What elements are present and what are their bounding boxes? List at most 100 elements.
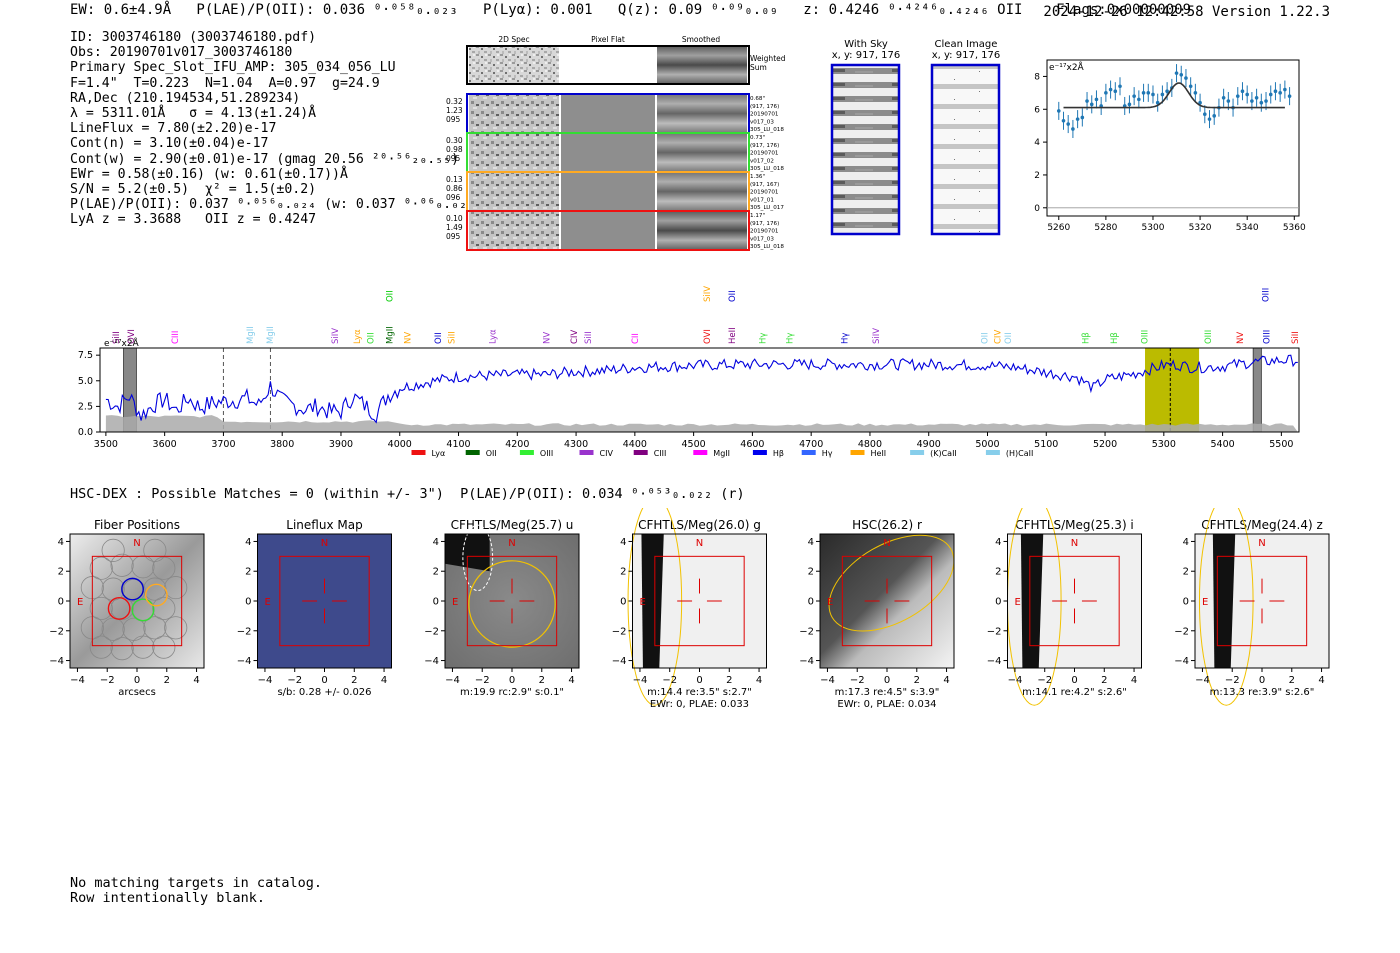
cutout-image — [257, 534, 392, 668]
spectrum-xtick-label: 4100 — [446, 439, 470, 450]
spectrum-flux-line — [105, 354, 1298, 424]
east-marker: E — [1015, 597, 1021, 608]
cutout-ytick-label: 0 — [995, 597, 1001, 608]
spectral-line-label: NV — [543, 332, 553, 344]
east-marker: E — [640, 597, 646, 608]
legend-entry: OIII — [519, 449, 553, 458]
spectral-line-label: OII — [434, 332, 444, 344]
fiber-circle — [164, 616, 188, 640]
spectral-line-label: OVI — [127, 329, 137, 344]
fit-data-point — [1151, 92, 1155, 97]
twod-row-stat: 0.86 — [446, 184, 463, 193]
legend-entry: Lyα — [411, 449, 445, 458]
fit-data-point — [1245, 92, 1249, 97]
bright-source-stripe — [1212, 534, 1236, 668]
cutout-ytick-label: 2 — [58, 567, 64, 578]
fit-ytick-label: 4 — [1034, 138, 1040, 148]
info-id: ID: 3003746180 (3003746180.pdf) — [70, 30, 317, 45]
spectral-line-label: MgII — [246, 326, 256, 344]
fit-data-point — [1089, 102, 1094, 107]
fit-data-point — [1278, 91, 1282, 95]
cutout-xtick-label: 4 — [193, 675, 199, 686]
spectral-line-label: Lyα — [489, 329, 499, 344]
twod-row-meta: 305_LU_018 — [750, 244, 784, 250]
spectrum-xtick-label: 4300 — [564, 439, 588, 450]
legend-entry: Hγ — [801, 449, 833, 458]
info-wavelength: λ = 5311.01Å σ = 4.13(±1.24)Å — [70, 106, 317, 122]
info-sn: S/N = 5.2(±0.5) χ² = 1.5(±0.2) — [70, 182, 317, 198]
cutout-xtick-label: 0 — [134, 675, 140, 686]
info-lineflux: LineFlux = 7.80(±2.20)e-17 — [70, 121, 277, 137]
east-marker: E — [827, 597, 833, 608]
cutout-ytick-label: −4 — [424, 656, 439, 667]
fit-data-point — [1259, 100, 1264, 105]
twod-row-meta: 305_LU_018 — [750, 166, 784, 172]
cutout-xtick-label: −2 — [100, 675, 115, 686]
cutout-ytick-label: 4 — [995, 537, 1001, 548]
fit-units-label: e⁻¹⁷x2Å — [1049, 61, 1085, 73]
cutout-ytick-label: 0 — [1183, 597, 1189, 608]
cutout-xtick-label: 2 — [164, 675, 170, 686]
east-marker: E — [452, 597, 458, 608]
spectrum-xtick-label: 4700 — [799, 439, 823, 450]
fit-data-point — [1071, 127, 1075, 131]
cutout-title: CFHTLS/Meg(25.7) u — [451, 518, 574, 532]
clean-image-title: Clean Image — [935, 39, 998, 50]
cutout-caption: m:13.3 re:3.9" s:2.6" — [1210, 687, 1315, 698]
spectrum-xtick-label: 5000 — [975, 439, 999, 450]
summary-header: EW: 0.6±4.9Å P(LAE)/P(OII): 0.036 ⁰·⁰⁵⁸₀… — [70, 2, 1192, 18]
footer-line-2: Row intentionally blank. — [70, 890, 266, 906]
fit-xtick-label: 5360 — [1283, 223, 1306, 233]
twod-spectra-panel: 2D Spec Pixel Flat Smoothed Weighted Sum… — [446, 35, 786, 251]
spectral-line-label: SiII — [447, 331, 457, 344]
cutout-xtick-label: 2 — [539, 675, 545, 686]
twod-row-meta: (917, 176) — [750, 143, 779, 149]
cutout-ytick-label: 0 — [808, 597, 814, 608]
line-fit-chart: e⁻¹⁷x2Å 5260 5280 5300 5320 5340 5360 0 2 4 6 8 — [1034, 59, 1306, 233]
cutout-xtick-label: −4 — [70, 675, 85, 686]
twod-row-stat: 1.23 — [446, 106, 463, 115]
spectral-line-label: MgII — [386, 326, 396, 344]
fit-data-point — [1108, 87, 1113, 92]
weighted-sum-label-2: Sum — [750, 63, 767, 72]
twod-row-meta: v017_03 — [750, 119, 774, 125]
legend-label: Hγ — [822, 449, 833, 458]
cutout-xtick-label: 4 — [943, 675, 949, 686]
cutout-caption-2: EWr: 0, PLAE: 0.034 — [837, 699, 936, 710]
fit-xtick-label: 5340 — [1236, 223, 1259, 233]
fiber-circle — [143, 616, 167, 640]
twod-row-stat: 095 — [446, 154, 461, 163]
cutout-ytick-label: 4 — [58, 537, 64, 548]
info-ewr: EWr = 0.58(±0.16) (w: 0.61(±0.17))Å — [70, 166, 348, 182]
fit-data-point — [1104, 91, 1108, 95]
fit-xtick-label: 5260 — [1047, 223, 1070, 233]
spectrum-xtick-label: 5500 — [1269, 439, 1293, 450]
fiber-circle — [89, 556, 113, 580]
cutout-xtick-label: 4 — [1318, 675, 1324, 686]
legend-entry: OII — [465, 449, 497, 458]
twod-col-label-spec: 2D Spec — [498, 35, 529, 44]
north-marker: N — [321, 538, 328, 549]
legend-entry: (K)CaII — [910, 449, 957, 458]
info-radec: RA,Dec (210.194534,51.289234) — [70, 90, 301, 106]
spectrum-xtick-label: 4800 — [858, 439, 882, 450]
cutout-caption: arcsecs — [118, 687, 156, 698]
spectrum-xtick-label: 3700 — [211, 439, 235, 450]
spectrum-xtick-label: 3600 — [153, 439, 177, 450]
cutout-xtick-label: −2 — [850, 675, 865, 686]
fit-data-point — [1174, 71, 1179, 75]
twod-row-meta: (917, 176) — [750, 104, 779, 110]
spectrum-ytick-label: 7.5 — [78, 350, 93, 361]
fit-data-point — [1085, 99, 1089, 103]
legend-label: Hβ — [773, 449, 784, 458]
info-plae: P(LAE)/P(OII): 0.037 ⁰·⁰⁵⁶₀.₀₂₄ (w: 0.03… — [70, 197, 483, 213]
twod-row-meta: v017_01 — [750, 197, 774, 203]
spectral-line-label: NV — [1236, 332, 1246, 344]
legend-entry: CIII — [633, 449, 666, 458]
legend-swatch — [801, 450, 816, 455]
cutout-xtick-label: 0 — [1259, 675, 1265, 686]
selected-fiber — [131, 598, 155, 622]
weighted-sum-row: Weighted Sum — [466, 45, 786, 85]
legend-swatch — [850, 450, 865, 455]
